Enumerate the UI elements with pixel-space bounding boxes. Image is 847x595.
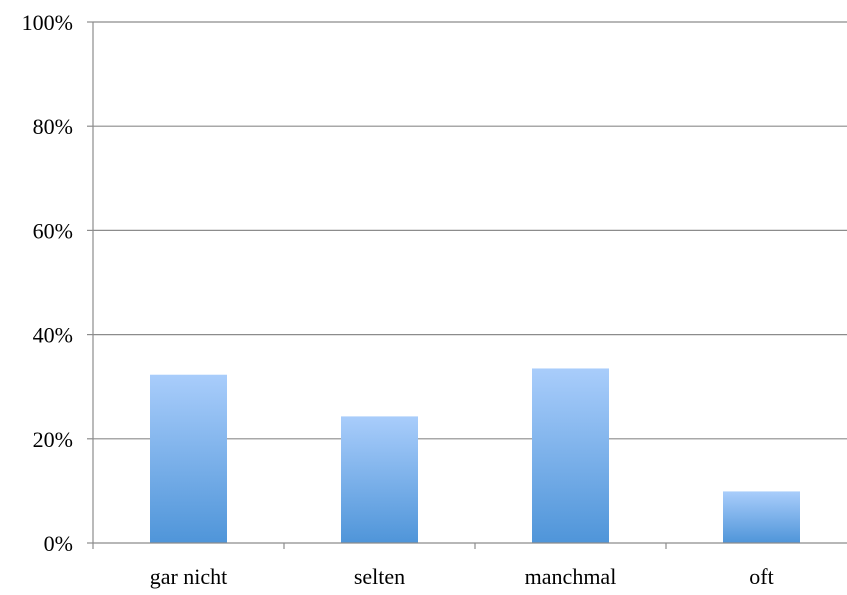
bar-oft xyxy=(723,491,800,543)
y-tick-label: 60% xyxy=(33,218,73,243)
y-tick-label: 100% xyxy=(22,10,73,35)
x-tick-labels: gar nicht selten manchmal oft xyxy=(150,564,774,589)
x-tick-label: selten xyxy=(354,564,405,589)
x-tick-label: gar nicht xyxy=(150,564,228,589)
bar-manchmal xyxy=(532,368,609,543)
bar-gar-nicht xyxy=(150,375,227,543)
y-tick-label: 40% xyxy=(33,323,73,348)
y-tick-label: 80% xyxy=(33,114,73,139)
bar-selten xyxy=(341,416,418,543)
bars xyxy=(150,368,800,543)
y-tick-labels: 0% 20% 40% 60% 80% 100% xyxy=(22,10,73,556)
y-tick-label: 0% xyxy=(44,531,73,556)
x-tick-label: manchmal xyxy=(525,564,617,589)
x-tick-label: oft xyxy=(749,564,773,589)
y-tick-label: 20% xyxy=(33,427,73,452)
